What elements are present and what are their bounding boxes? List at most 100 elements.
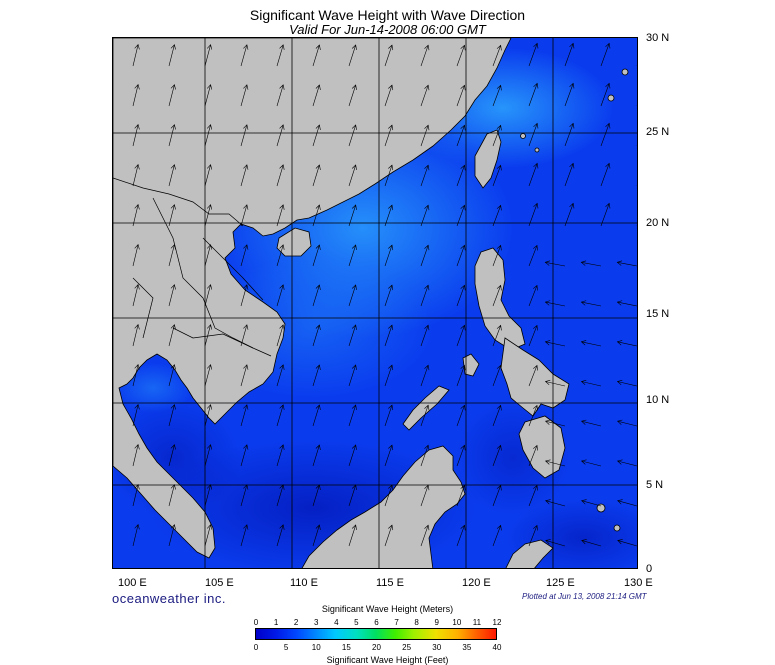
- direction-arrowhead: [243, 44, 249, 50]
- direction-arrowhead: [351, 524, 357, 531]
- direction-arrowhead: [616, 260, 623, 266]
- direction-arrowhead: [460, 164, 466, 171]
- direction-arrowhead: [496, 404, 502, 411]
- lat-label-30: 30 N: [646, 32, 670, 44]
- direction-arrow: [204, 444, 211, 467]
- direction-arrow: [456, 245, 465, 267]
- direction-arrow: [384, 205, 393, 227]
- direction-arrowhead: [170, 84, 176, 90]
- direction-arrowhead: [170, 484, 176, 490]
- legend-meters-title: Significant Wave Height (Meters): [321, 604, 454, 614]
- direction-arrow: [456, 485, 465, 507]
- direction-arrow: [600, 203, 610, 227]
- direction-arrow: [276, 164, 284, 187]
- direction-arrow: [168, 284, 175, 307]
- direction-arrowhead: [206, 164, 213, 170]
- land-masses: [113, 38, 629, 568]
- direction-arrow: [581, 301, 602, 307]
- direction-arrowhead: [315, 244, 321, 250]
- direction-arrow: [617, 301, 637, 307]
- direction-arrow: [492, 525, 501, 547]
- direction-arrowhead: [134, 243, 140, 250]
- direction-arrowhead: [206, 404, 213, 410]
- direction-arrow: [492, 125, 501, 147]
- direction-arrowhead: [580, 419, 587, 425]
- direction-arrowhead: [424, 164, 430, 171]
- direction-arrowhead: [315, 404, 321, 410]
- direction-arrowhead: [533, 404, 538, 411]
- direction-arrowhead: [424, 84, 430, 91]
- direction-arrow: [420, 45, 429, 67]
- direction-arrow: [528, 163, 538, 187]
- direction-arrow: [545, 262, 566, 267]
- direction-arrow: [384, 325, 393, 347]
- direction-arrow: [492, 325, 501, 347]
- direction-arrowhead: [460, 324, 466, 331]
- direction-arrow: [528, 405, 538, 427]
- direction-arrow: [276, 44, 284, 67]
- direction-arrowhead: [424, 124, 430, 131]
- direction-arrowhead: [617, 539, 623, 545]
- direction-arrowhead: [388, 484, 394, 491]
- direction-arrowhead: [616, 419, 623, 425]
- direction-arrowhead: [460, 284, 466, 291]
- direction-arrowhead: [279, 284, 285, 290]
- direction-arrowhead: [206, 364, 213, 370]
- direction-arrowhead: [170, 324, 176, 330]
- direction-arrowhead: [243, 124, 249, 130]
- direction-arrow: [456, 365, 465, 387]
- direction-arrow: [545, 540, 566, 547]
- direction-arrowhead: [279, 164, 285, 170]
- direction-arrowhead: [496, 444, 502, 451]
- direction-arrowhead: [460, 364, 466, 371]
- direction-arrow: [528, 365, 538, 387]
- direction-arrow: [348, 444, 356, 467]
- direction-arrowhead: [496, 124, 502, 131]
- direction-arrowhead: [279, 324, 285, 330]
- direction-arrow: [132, 84, 139, 107]
- direction-arrow: [204, 324, 211, 347]
- direction-arrowhead: [315, 204, 321, 210]
- direction-arrow: [420, 85, 429, 107]
- direction-arrow: [384, 165, 393, 187]
- legend-feet-tick: 40: [492, 643, 502, 652]
- direction-arrow: [348, 364, 356, 387]
- legend-meters-tick: 7: [394, 618, 399, 627]
- direction-arrow: [581, 540, 602, 547]
- wave-map[interactable]: [112, 37, 638, 569]
- direction-arrow: [168, 124, 175, 147]
- direction-arrowhead: [351, 324, 357, 331]
- direction-arrowhead: [243, 284, 249, 290]
- direction-arrowhead: [605, 122, 611, 129]
- direction-arrowhead: [496, 364, 502, 371]
- direction-arrowhead: [605, 82, 611, 89]
- direction-arrow: [384, 365, 393, 387]
- direction-arrow: [384, 525, 393, 547]
- direction-arrow: [168, 44, 175, 67]
- legend-meters-tick: 10: [452, 618, 462, 627]
- direction-arrow: [204, 124, 211, 147]
- direction-arrowhead: [569, 162, 575, 169]
- direction-arrowhead: [206, 484, 213, 490]
- direction-arrowhead: [134, 403, 140, 410]
- lon-label-115: 115 E: [376, 577, 404, 589]
- direction-arrowhead: [544, 260, 551, 266]
- direction-arrowhead: [351, 404, 357, 411]
- direction-arrowhead: [388, 84, 394, 91]
- direction-arrow: [545, 420, 566, 427]
- direction-arrowhead: [496, 524, 502, 531]
- direction-arrowhead: [388, 164, 394, 171]
- direction-arrowhead: [569, 82, 575, 89]
- direction-arrow: [384, 125, 393, 147]
- direction-arrow: [528, 485, 538, 507]
- direction-arrowhead: [170, 164, 176, 170]
- direction-arrow: [132, 44, 139, 67]
- direction-arrowhead: [351, 484, 357, 491]
- direction-arrowhead: [388, 204, 394, 211]
- direction-arrowhead: [279, 84, 285, 90]
- direction-arrow: [348, 84, 356, 107]
- direction-arrow: [600, 43, 610, 67]
- legend-meters-tick: 3: [314, 618, 319, 627]
- legend-meters-tick: 9: [434, 618, 439, 627]
- legend-meters-tick: 4: [334, 618, 339, 627]
